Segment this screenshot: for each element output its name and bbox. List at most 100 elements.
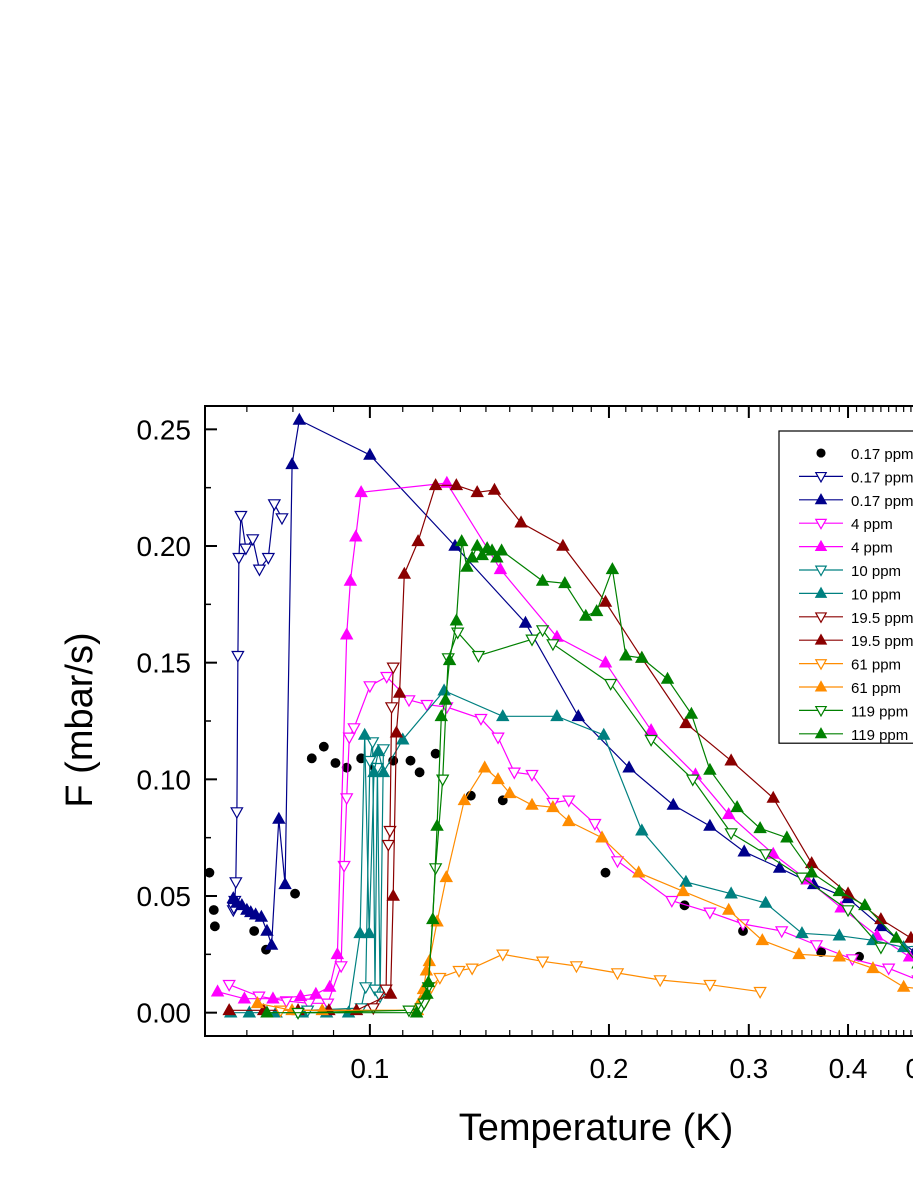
data-point [291,1007,305,1020]
data-point [383,825,397,838]
data-point [514,515,528,528]
y-tick-label: 0.15 [137,648,192,679]
legend-entry: 19.5 ppm [799,633,913,650]
data-point [562,795,576,808]
data-point [365,737,380,750]
data-point [497,795,508,806]
data-point [535,573,550,586]
data-point [866,961,880,974]
data-point [703,818,717,831]
x-tick-label: 0.3 [729,1053,768,1084]
legend-entry: 0.17 ppm [799,469,913,486]
data-point [383,986,398,999]
data-point [353,926,367,939]
x-tick-label: 0.5 [906,1053,913,1084]
data-point [724,886,738,899]
data-point [279,996,294,1009]
data-point [814,565,828,577]
x-tick-label: 0.4 [829,1053,868,1084]
data-point [832,884,847,897]
legend-entry: 4 ppm [799,540,893,557]
data-point [366,1003,381,1016]
data-point [804,865,819,878]
data-point [721,807,736,820]
legend-entry: 10 ppm [799,586,901,603]
data-point [440,475,454,488]
data-point [730,800,744,813]
legend-entry: 61 ppm [799,657,901,674]
data-point [660,671,675,684]
data-point [363,447,377,460]
data-point [470,485,484,498]
data-point [465,963,479,976]
data-point [644,723,658,736]
data-point [442,653,457,666]
data-point [396,732,410,745]
data-point [330,947,345,960]
data-point [252,564,267,577]
data-point [242,1005,257,1018]
data-point [571,709,586,722]
data-point [550,709,564,722]
data-point [434,709,449,722]
legend-label: 19.5 ppm [851,633,913,650]
data-point [814,727,828,739]
data-point [503,786,517,799]
data-point [485,543,499,556]
legend-label: 119 ppm [851,703,908,720]
data-point [471,650,486,663]
data-point [306,753,317,764]
data-point [902,949,913,962]
data-point [579,608,593,621]
data-point [665,895,679,908]
legend-entry: 0.17 ppm [816,446,913,463]
legend-label: 4 ppm [851,516,893,533]
data-point [792,947,806,960]
data-point [230,807,244,820]
data-point [430,748,441,759]
series [291,625,888,1020]
data-point [814,659,828,671]
data-point [232,552,246,565]
data-point [245,534,260,547]
data-point [814,705,828,718]
data-point [724,753,738,766]
data-point [597,727,611,740]
data-point [816,947,827,957]
data-point [334,961,348,974]
data-point [631,865,646,878]
legend-entry: 19.5 ppm [799,610,913,627]
data-point [684,706,699,719]
data-point [474,713,488,726]
data-point [525,797,539,810]
data-point [589,604,604,617]
data-point [795,872,809,885]
data-point [420,699,434,712]
legend-label: 10 ppm [851,586,901,603]
data-point [881,963,896,976]
data-point [376,765,391,778]
data-point [209,921,220,932]
x-axis-title: Temperature (K) [459,1107,734,1149]
data-point [264,937,279,950]
data-point [449,613,464,626]
data-point [460,559,474,572]
data-point [339,627,354,640]
data-point [381,839,396,852]
data-point [795,926,809,939]
data-point [780,830,794,843]
data-point [449,478,464,491]
data-point [371,744,386,757]
data-point [814,586,828,598]
legend-label: 119 ppm [851,727,908,744]
data-point [435,774,450,787]
data-point [337,860,351,873]
data-point [322,979,337,992]
data-point [491,732,505,745]
data-point [254,909,269,922]
data-point [409,1005,424,1018]
data-point [816,448,826,458]
y-tick-label: 0.20 [137,531,192,562]
legend-entry: 4 ppm [799,516,893,533]
data-point [493,562,508,575]
